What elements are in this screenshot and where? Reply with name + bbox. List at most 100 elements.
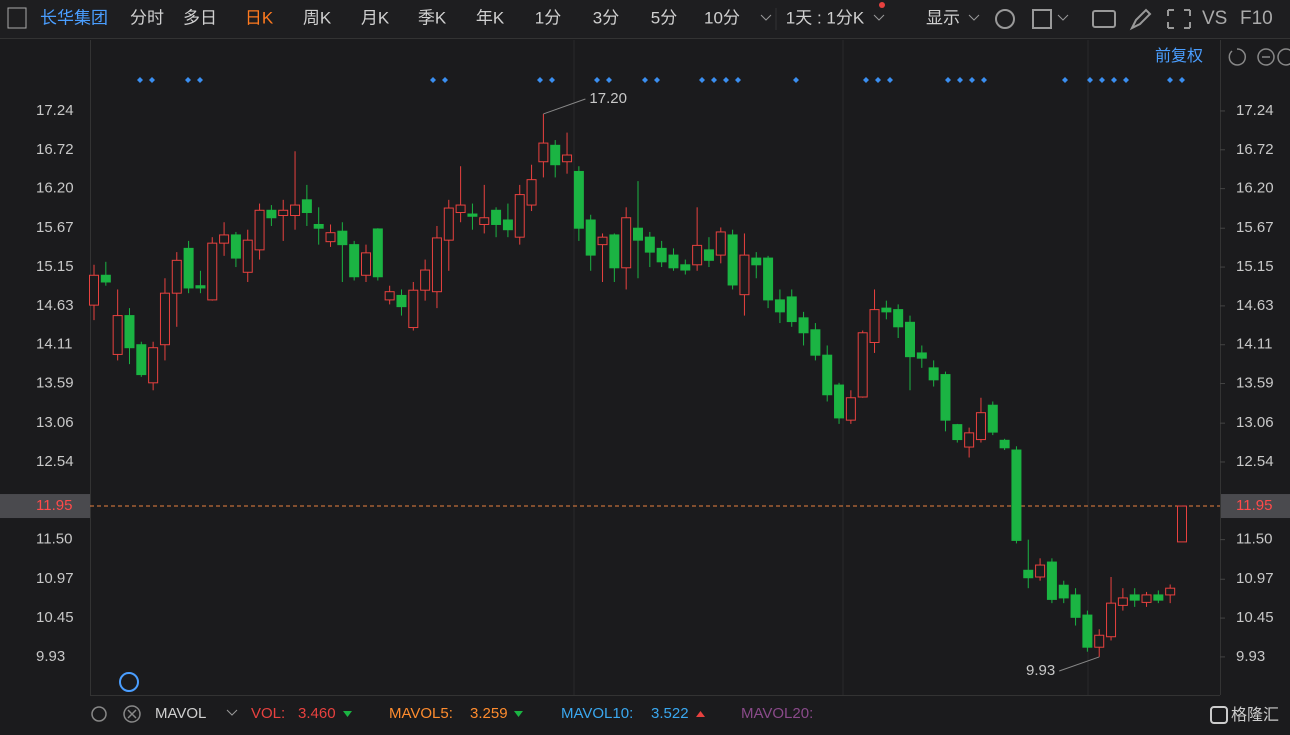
tab-active[interactable]: 日K: [245, 8, 274, 27]
candle-body: [822, 354, 833, 396]
adjust-mode[interactable]: 前复权: [1155, 47, 1203, 65]
event-marker: [606, 77, 612, 83]
event-marker: [197, 77, 203, 83]
candle-body: [952, 424, 963, 441]
tab[interactable]: 3分: [593, 8, 619, 27]
sidebar-toggle[interactable]: [7, 7, 27, 29]
candle-body: [727, 234, 738, 286]
camera-icon[interactable]: [1092, 10, 1116, 28]
candle-body: [1023, 569, 1034, 579]
zoom-out-icon[interactable]: [1257, 48, 1275, 66]
reset-icon[interactable]: [1228, 48, 1246, 66]
y-tick-label: 15.67: [36, 219, 74, 236]
box-icon[interactable]: [1032, 9, 1052, 29]
event-marker: [654, 77, 660, 83]
y-tick-label: 15.15: [1236, 258, 1274, 275]
low-annotation: 9.93: [1026, 662, 1055, 679]
y-tick-label: 10.45: [36, 609, 74, 626]
candle-body: [148, 347, 159, 384]
candle-body: [455, 204, 466, 214]
candle-body: [384, 291, 395, 301]
event-marker: [875, 77, 881, 83]
candle-body: [207, 242, 218, 301]
candle-body: [361, 252, 371, 276]
indicator-close[interactable]: [123, 705, 141, 723]
watermark-logo: [1210, 706, 1228, 724]
indicator-name[interactable]: MAVOL: [155, 705, 206, 722]
candle-body: [585, 219, 596, 256]
candle-body: [940, 374, 951, 421]
candle-body: [739, 254, 750, 296]
box-arrow: [1057, 14, 1069, 21]
event-marker: [1111, 77, 1117, 83]
candle-body: [893, 309, 904, 328]
candle-body: [502, 219, 513, 231]
candle-body: [159, 292, 170, 346]
candle-body: [183, 247, 194, 289]
y-tick-label: 11.50: [1236, 531, 1272, 548]
more-arrow[interactable]: [760, 14, 772, 21]
display-menu[interactable]: 显示: [926, 8, 960, 27]
candle-body: [692, 244, 703, 266]
candle-body: [1117, 597, 1128, 606]
event-marker: [711, 77, 717, 83]
candle-body: [1035, 564, 1046, 578]
zoom-in-icon[interactable]: [1277, 48, 1290, 66]
tab[interactable]: 周K: [303, 8, 332, 27]
event-marker: [185, 77, 191, 83]
candle-body: [810, 329, 821, 356]
search-icon[interactable]: [119, 672, 139, 692]
tab[interactable]: 分时: [130, 8, 164, 27]
candle-body: [845, 397, 856, 421]
tab[interactable]: 年K: [476, 8, 505, 27]
candle-body: [112, 315, 123, 355]
indicator-settings[interactable]: [91, 706, 107, 722]
candle-body: [278, 209, 289, 217]
candle-body: [124, 315, 135, 349]
candle-body: [597, 236, 608, 246]
candle-body: [916, 352, 927, 359]
candle-body: [254, 209, 265, 251]
period-select[interactable]: 1天 : 1分K: [786, 8, 865, 27]
y-tick-label: 11.50: [36, 531, 72, 548]
tab[interactable]: 5分: [651, 8, 677, 27]
settings-icon[interactable]: [995, 9, 1015, 29]
tab[interactable]: 季K: [418, 8, 447, 27]
f10-button[interactable]: F10: [1240, 8, 1273, 29]
candle-body: [763, 257, 774, 301]
vs-button[interactable]: VS: [1202, 8, 1227, 29]
event-marker: [735, 77, 741, 83]
candle-body: [905, 321, 915, 358]
price-label: 11.95: [36, 497, 72, 514]
candle-body: [550, 144, 561, 166]
tab[interactable]: 多日: [183, 8, 217, 27]
candle-body: [266, 209, 277, 219]
candle-body: [290, 204, 301, 217]
tab[interactable]: 1分: [535, 8, 561, 27]
candle-body: [857, 332, 868, 398]
candle-body: [644, 236, 655, 253]
candle-body: [89, 274, 99, 306]
candle-body: [774, 299, 785, 313]
event-marker: [549, 77, 555, 83]
pen-icon[interactable]: [1129, 8, 1152, 31]
candle-body: [408, 289, 419, 329]
fullscreen-icon[interactable]: [1167, 9, 1191, 29]
candle-body: [467, 213, 478, 217]
y-tick-label: 9.93: [1236, 648, 1265, 665]
candle-body: [928, 367, 939, 381]
y-tick-label: 14.11: [1236, 336, 1272, 353]
y-tick-label: 10.45: [1236, 609, 1274, 626]
candle-body: [100, 274, 111, 283]
mavol10-label: MAVOL10:: [561, 705, 633, 722]
period-arrow: [873, 14, 885, 21]
high-annotation: 17.20: [589, 90, 627, 107]
candle-body: [301, 199, 312, 214]
candle-body: [396, 294, 407, 308]
candle-body: [337, 230, 348, 246]
candle-body: [1165, 587, 1176, 596]
tab[interactable]: 10分: [704, 8, 740, 27]
tab[interactable]: 月K: [361, 8, 390, 27]
stock-name[interactable]: 长华集团: [40, 8, 108, 27]
